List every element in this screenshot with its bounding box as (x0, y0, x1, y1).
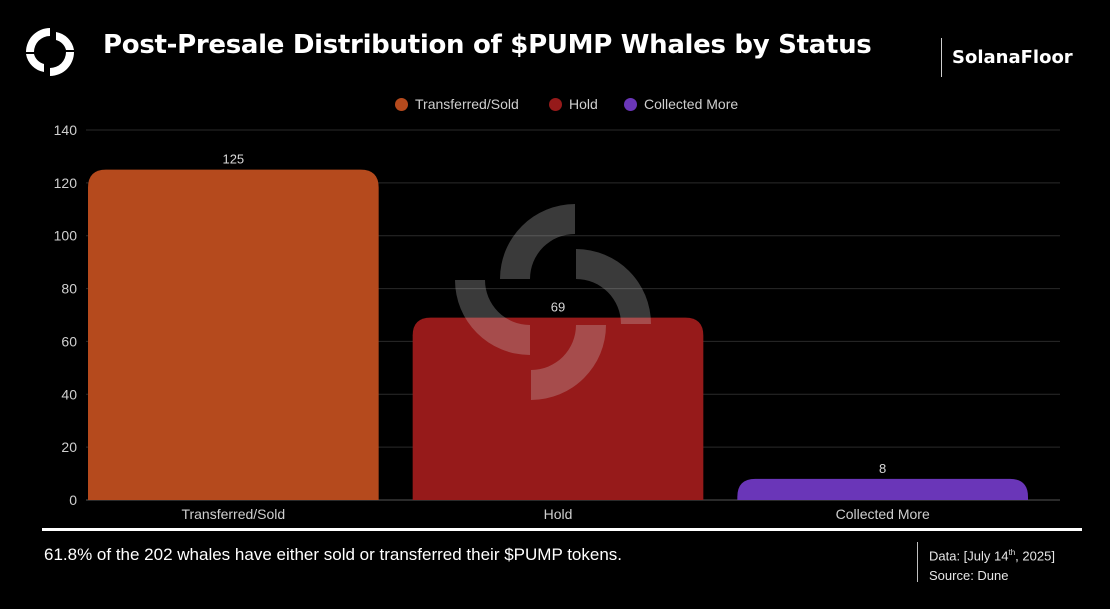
data-label-collected-more: 8 (879, 461, 886, 476)
data-label-transferred-sold: 125 (222, 152, 244, 167)
legend-item-hold[interactable]: Hold (549, 96, 598, 112)
bar-chart: 0 20 40 60 80 100 120 140 125 69 8 Transferred/So… (54, 122, 1060, 522)
y-tick-label: 0 (69, 492, 77, 508)
x-tick-label-hold: Hold (544, 506, 573, 522)
y-tick-label: 120 (54, 175, 78, 191)
x-tick-label-transferred-sold: Transferred/Sold (181, 506, 285, 522)
solanafloor-watermark-icon (455, 204, 651, 400)
data-date-prefix: Data: [July 14 (929, 548, 1009, 564)
x-axis-ticks: Transferred/Sold Hold Collected More (181, 506, 929, 522)
data-date: Data: [July 14th, 2025] (929, 543, 1055, 566)
legend-swatch-transferred-sold (395, 97, 408, 111)
y-tick-label: 20 (61, 439, 77, 455)
y-tick-label: 60 (61, 333, 77, 349)
data-date-sup: th (1008, 548, 1016, 557)
y-axis-ticks: 0 20 40 60 80 100 120 140 (54, 122, 78, 508)
legend-item-collected-more[interactable]: Collected More (624, 96, 738, 112)
legend-label-hold: Hold (569, 96, 598, 112)
data-labels: 125 69 8 (222, 152, 886, 476)
data-source: Source: Dune (929, 568, 1009, 584)
footer-rule (42, 528, 1082, 531)
footer-note: 61.8% of the 202 whales have either sold… (44, 545, 623, 564)
chart-legend: Transferred/Sold Hold Collected More (0, 96, 1110, 116)
footer-divider (917, 542, 918, 582)
data-label-hold: 69 (551, 300, 565, 315)
chart-title: Post-Presale Distribution of $PUMP Whale… (103, 30, 872, 60)
y-tick-label: 40 (61, 386, 77, 402)
y-tick-label: 80 (61, 281, 77, 297)
bar-collected-more (737, 478, 1028, 500)
y-tick-label: 100 (54, 228, 78, 244)
brand-name: SolanaFloor (952, 47, 1073, 68)
bar-hold (412, 317, 704, 500)
source-block: Data: [July 14th, 2025] Source: Dune (929, 543, 1055, 586)
brand-divider (941, 38, 942, 77)
legend-label-transferred-sold: Transferred/Sold (415, 96, 519, 112)
bars (88, 169, 1028, 500)
legend-swatch-collected-more (624, 97, 637, 111)
solanafloor-logo-icon (26, 28, 74, 76)
x-tick-label-collected-more: Collected More (836, 506, 930, 522)
y-tick-label: 140 (54, 122, 78, 138)
legend-swatch-hold (549, 97, 562, 111)
legend-label-collected-more: Collected More (644, 96, 739, 112)
legend-item-transferred-sold[interactable]: Transferred/Sold (395, 96, 519, 112)
data-date-suffix: , 2025] (1015, 548, 1055, 564)
bar-transferred-sold (88, 169, 379, 500)
